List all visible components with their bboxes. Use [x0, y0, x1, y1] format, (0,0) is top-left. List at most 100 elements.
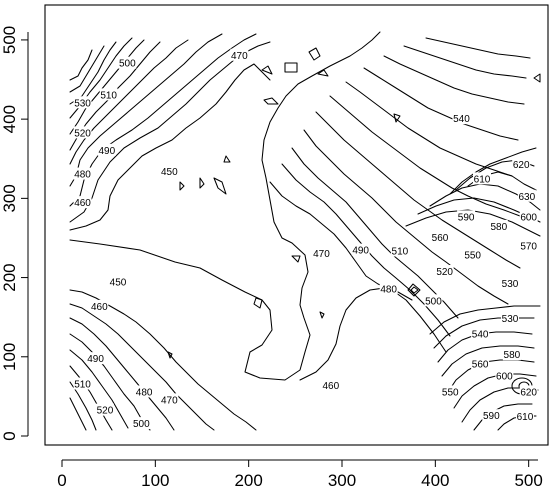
y-ticks: 0 100 200 300 400 500 — [0, 26, 28, 441]
contour-label-bg — [495, 369, 514, 382]
contour-line — [393, 113, 401, 123]
contour-line — [69, 303, 215, 431]
contour-label-bg — [431, 230, 449, 243]
contour-label: 460 — [322, 381, 339, 392]
contour-label-bg — [109, 275, 127, 288]
contour-lines — [69, 31, 541, 431]
contour-line — [453, 373, 537, 409]
contour-label: 610 — [474, 174, 491, 185]
contour-label-bg — [73, 377, 92, 390]
contour-line — [69, 39, 145, 135]
contour-label-bg — [160, 165, 179, 178]
contour-line — [315, 111, 521, 269]
contour-line — [69, 333, 151, 431]
contour-label: 540 — [453, 114, 470, 125]
contour-label-bg — [312, 246, 331, 259]
contour-line — [329, 95, 521, 217]
contour-label: 600 — [520, 212, 537, 223]
contour-line — [317, 69, 329, 77]
contour-label: 580 — [504, 350, 521, 361]
contour-label-bg — [230, 48, 249, 61]
contour-line — [213, 177, 227, 195]
contour-label: 520 — [436, 267, 453, 278]
contour-label: 450 — [110, 277, 127, 288]
contour-line — [69, 63, 271, 231]
contour-label-bg — [471, 357, 490, 370]
contour-label: 460 — [91, 302, 108, 313]
contour-label-bg — [73, 167, 92, 180]
contour-line — [261, 65, 273, 75]
contour-label: 560 — [472, 360, 489, 371]
contour-label: 620 — [513, 160, 530, 171]
contour-label-bg — [379, 282, 398, 295]
contour-line — [403, 45, 527, 79]
contour-line — [69, 349, 129, 429]
contour-label-bg — [73, 126, 92, 139]
contour-label: 520 — [97, 406, 114, 417]
contour-label-bg — [390, 244, 409, 257]
contour-label: 470 — [231, 51, 248, 62]
plot-box — [44, 4, 549, 446]
contour-label-bg — [118, 56, 137, 69]
contour-label-bg — [435, 265, 454, 278]
contour-line — [69, 45, 105, 93]
contour-line — [441, 345, 535, 377]
contour-label-bg — [132, 417, 151, 430]
contour-label: 480 — [136, 387, 153, 398]
x-tick-label: 100 — [141, 471, 169, 488]
contour-label: 450 — [161, 167, 178, 178]
contour-label-bg — [97, 143, 116, 156]
x-tick-label: 200 — [234, 471, 262, 488]
contour-label: 550 — [442, 387, 459, 398]
contour-label: 490 — [98, 146, 115, 157]
contour-label-bg — [457, 210, 476, 223]
contour-line — [308, 47, 321, 61]
contour-line — [167, 351, 173, 359]
contour-label: 480 — [74, 170, 91, 181]
contour-line — [69, 31, 381, 381]
contour-line — [319, 311, 325, 319]
x-tick-label: 500 — [514, 471, 542, 488]
y-tick-label: 200 — [0, 263, 19, 291]
contour-label-bg — [95, 403, 114, 416]
x-tick-label: 0 — [57, 471, 66, 488]
contour-label-bg — [424, 294, 443, 307]
contour-label: 540 — [472, 330, 489, 341]
x-tick-label: 400 — [421, 471, 449, 488]
contour-label-bg — [73, 196, 92, 209]
contour-label: 530 — [502, 314, 519, 325]
contour-line — [363, 67, 519, 141]
contour-line — [69, 49, 93, 81]
contour-label: 510 — [100, 90, 117, 101]
x-tick-label: 300 — [328, 471, 356, 488]
contour-line — [303, 129, 509, 305]
contour-line — [533, 73, 541, 83]
contour-label-bg — [519, 385, 538, 398]
contour-label: 530 — [502, 279, 519, 290]
contour-label-bg — [473, 172, 491, 185]
contour-label: 570 — [520, 242, 537, 253]
contour-label-bg — [471, 327, 490, 340]
contour-label: 480 — [380, 284, 397, 295]
contour-line — [345, 81, 513, 177]
contour-label: 500 — [425, 296, 442, 307]
contour-label: 490 — [87, 354, 104, 365]
contour-label: 530 — [74, 98, 91, 109]
contour-label-bg — [90, 299, 109, 312]
contour-label-bg — [351, 243, 370, 256]
contour-label-bg — [517, 189, 536, 202]
contour-label-bg — [86, 352, 105, 365]
contour-label-bg — [502, 348, 521, 361]
contour-label-bg — [73, 96, 92, 109]
contour-label-bg — [519, 239, 538, 252]
contour-label: 520 — [74, 128, 91, 139]
contour-label-bg — [501, 311, 519, 324]
contour-line — [69, 381, 97, 431]
contour-label-bg — [463, 248, 482, 261]
contour-label: 610 — [517, 412, 534, 423]
contour-labels: 500 470 510 530 520 490 480 450 460 450 460 490 510 4… — [73, 48, 538, 430]
contour-line — [425, 37, 531, 59]
contour-line — [253, 297, 263, 309]
contour-line — [269, 181, 447, 353]
